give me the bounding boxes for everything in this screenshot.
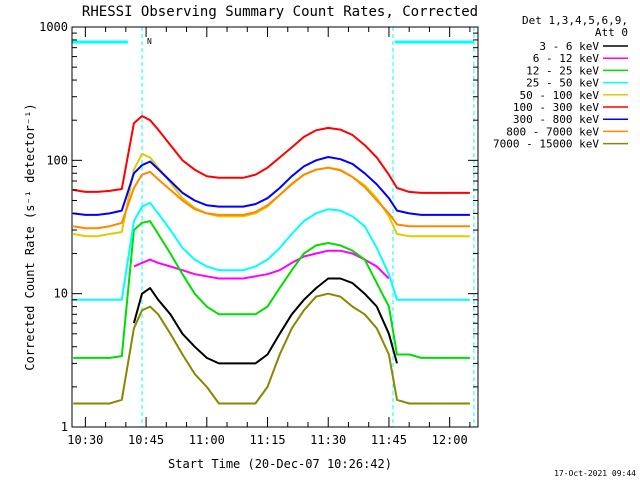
series-line-7 <box>73 166 470 230</box>
x-tick-label-3: 11:15 <box>249 433 285 447</box>
legend-label-2: 12 - 25 keV <box>526 64 599 77</box>
series-line-4 <box>73 152 470 238</box>
legend-label-5: 100 - 300 keV <box>513 101 599 114</box>
legend-label-6: 300 - 800 keV <box>513 113 599 126</box>
legend-label-7: 800 - 7000 keV <box>506 125 599 138</box>
series-line-5 <box>73 115 470 194</box>
y-axis-label: Corrected Count Rate (s⁻¹ detector⁻¹) <box>23 103 37 370</box>
axes: 1 10 100 1000 10:30 10:45 11:00 11:15 11:30 11:45… <box>39 20 479 447</box>
legend-label-1: 6 - 12 keV <box>533 52 600 65</box>
legend-header-0: Det 1,3,4,5,6,9, <box>522 14 628 27</box>
flag-marker: N <box>147 37 152 46</box>
y-tick-label-0: 1 <box>61 420 68 434</box>
y-tick-label-3: 1000 <box>39 20 68 34</box>
x-tick-label-0: 10:30 <box>67 433 103 447</box>
series-line-0 <box>132 277 398 365</box>
x-tick-label-2: 11:00 <box>189 433 225 447</box>
x-axis-label: Start Time (20-Dec-07 10:26:42) <box>168 457 392 471</box>
plot-frame <box>71 26 479 428</box>
y-tick-label-2: 100 <box>46 153 68 167</box>
legend-label-4: 50 - 100 keV <box>520 89 600 102</box>
x-tick-label-1: 10:45 <box>128 433 164 447</box>
x-tick-label-4: 11:30 <box>310 433 346 447</box>
series-line-1 <box>133 249 390 280</box>
chart-title: RHESSI Observing Summary Count Rates, Co… <box>82 4 478 20</box>
series-line-8 <box>73 292 470 405</box>
footer-date: 17-Oct-2021 09:44 <box>554 469 636 478</box>
series-line-3 <box>73 201 470 301</box>
legend-label-0: 3 - 6 keV <box>539 40 599 53</box>
legend-header-1: Att 0 <box>595 26 628 39</box>
legend-label-3: 25 - 50 keV <box>526 77 599 90</box>
plot-area: N <box>72 27 475 427</box>
x-tick-label-5: 11:45 <box>371 433 407 447</box>
series-line-6 <box>73 156 470 216</box>
series-line-2 <box>73 220 470 359</box>
legend-label-8: 7000 - 15000 keV <box>493 138 599 151</box>
x-tick-label-6: 12:00 <box>432 433 468 447</box>
y-tick-label-1: 10 <box>54 287 68 301</box>
